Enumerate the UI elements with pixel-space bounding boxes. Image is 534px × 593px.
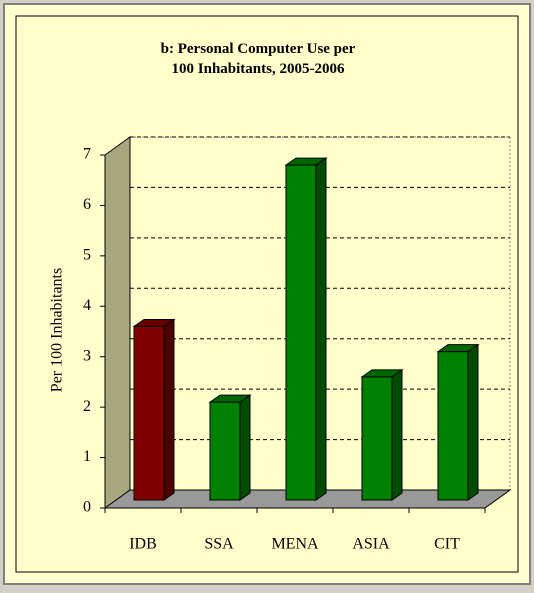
y-tick-label: 7	[83, 146, 91, 163]
bar	[133, 325, 165, 501]
x-tick-label: IDB	[129, 536, 157, 553]
y-axis-label: Per 100 Inhabitants	[49, 268, 66, 392]
bar	[361, 376, 393, 501]
x-tick-label: MENA	[271, 536, 319, 553]
bar	[285, 164, 317, 501]
x-tick-label: ASIA	[352, 536, 390, 553]
bar	[209, 401, 241, 501]
y-tick-label: 1	[83, 448, 91, 465]
side-wall	[104, 136, 131, 509]
chart-title: b: Personal Computer Use per 100 Inhabita…	[161, 41, 356, 77]
bar-side	[239, 394, 251, 501]
x-tick-label: SSA	[204, 536, 234, 553]
bar-side	[391, 368, 403, 501]
y-tick-label: 0	[83, 499, 91, 516]
y-tick-label: 6	[83, 196, 91, 213]
y-tick-label: 4	[83, 297, 91, 314]
bar-side	[315, 157, 327, 501]
y-tick-label: 2	[83, 398, 91, 415]
bar-side	[467, 343, 479, 501]
x-tick-label: CIT	[434, 536, 460, 553]
y-tick-label: 5	[83, 247, 91, 264]
bar-side	[163, 318, 175, 501]
y-tick-label: 3	[83, 347, 91, 364]
bar	[437, 351, 469, 501]
